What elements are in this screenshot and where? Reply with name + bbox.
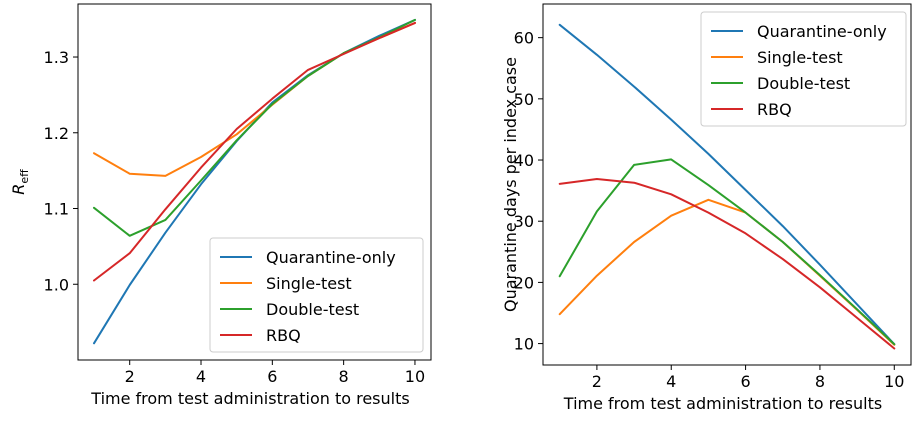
x-tick-label: 4 (196, 367, 206, 386)
x-tick-label: 8 (339, 367, 349, 386)
series-line-rbq (558, 178, 896, 350)
y-axis-label: Quarantine days per index case (501, 57, 520, 312)
legend-label-single-test: Single-test (266, 274, 352, 293)
legend-box (700, 11, 907, 127)
legend-label-rbq: RBQ (757, 100, 792, 119)
y-tick-label: 30 (514, 212, 534, 231)
y-tick-label: 1.3 (44, 48, 69, 67)
y-tick-label: 20 (514, 273, 534, 292)
x-axis-label: Time from test administration to results (90, 389, 409, 408)
y-axis-label: Reff (9, 169, 31, 195)
plot-frame (542, 3, 912, 366)
x-tick-label: 2 (592, 372, 602, 391)
y-tick-label: 50 (514, 90, 534, 109)
reff-chart-panel: 2 4 6 8 10 1.0 1.1 1.2 1.3 Time from test adminis… (9, 3, 432, 408)
y-tick-label: 40 (514, 151, 534, 170)
series-line-rbq (93, 21, 416, 282)
y-axis-label-main: R (9, 184, 28, 195)
y-tick-label: 1.2 (44, 124, 69, 143)
legend-label-double-test: Double-test (757, 74, 850, 93)
series-line-single-test (93, 21, 416, 177)
x-tick-label: 6 (267, 367, 277, 386)
x-tick-label: 6 (740, 372, 750, 391)
legend-label-quarantine-only: Quarantine-only (757, 22, 887, 41)
x-tick-label: 8 (815, 372, 825, 391)
y-tick-label: 60 (514, 29, 534, 48)
y-tick-label: 1.1 (44, 200, 69, 219)
series-line-single-test (558, 198, 896, 346)
series-line-quarantine-only (558, 23, 896, 346)
y-tick-label: 1.0 (44, 275, 69, 294)
x-axis-label: Time from test administration to results (563, 394, 882, 413)
plot-frame (77, 3, 432, 361)
legend-label-double-test: Double-test (266, 300, 359, 319)
legend-label-single-test: Single-test (757, 48, 843, 67)
x-tick-label: 10 (884, 372, 904, 391)
y-axis-label-subscript: eff (18, 169, 31, 184)
legend-label-quarantine-only: Quarantine-only (266, 248, 396, 267)
series-line-double-test (93, 18, 416, 237)
legend-box (209, 237, 424, 353)
legend-label-rbq: RBQ (266, 326, 301, 345)
x-tick-label: 10 (405, 367, 425, 386)
series-line-double-test (558, 158, 896, 346)
x-tick-label: 2 (125, 367, 135, 386)
y-tick-label: 10 (514, 335, 534, 354)
quarantine-days-chart-panel: 2 4 6 8 10 10 20 30 40 50 60 Time from test adminis… (501, 3, 912, 413)
x-tick-label: 4 (666, 372, 676, 391)
